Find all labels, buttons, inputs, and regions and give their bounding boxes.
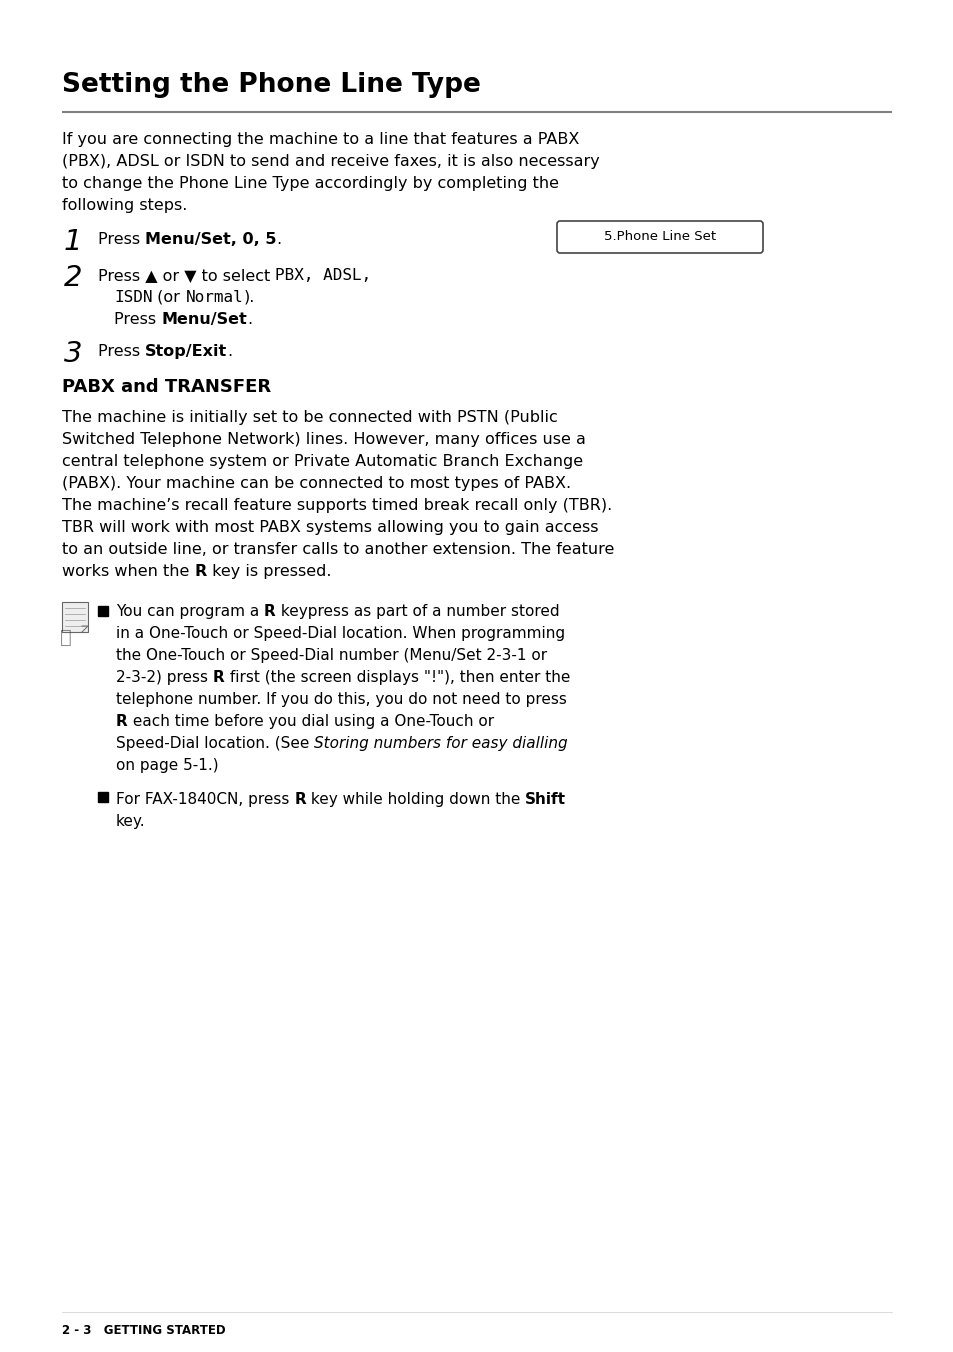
Text: to an outside line, or transfer calls to another extension. The feature: to an outside line, or transfer calls to…: [62, 542, 614, 557]
Text: The machine’s recall feature supports timed break recall only (TBR).: The machine’s recall feature supports ti…: [62, 498, 612, 512]
Text: 3: 3: [64, 339, 82, 368]
Text: .: .: [276, 233, 281, 247]
Bar: [98, 606, 108, 617]
Text: key.: key.: [116, 814, 146, 829]
Text: .: .: [227, 343, 233, 360]
Text: Storing numbers for easy dialling: Storing numbers for easy dialling: [314, 735, 567, 750]
Text: Press: Press: [98, 233, 145, 247]
Text: telephone number. If you do this, you do not need to press: telephone number. If you do this, you do…: [116, 692, 566, 707]
Text: each time before you dial using a One-Touch or: each time before you dial using a One-To…: [128, 714, 494, 729]
Text: 5.Phone Line Set: 5.Phone Line Set: [603, 230, 716, 243]
Text: Shift: Shift: [525, 792, 566, 807]
Text: 2: 2: [64, 264, 82, 292]
Text: on page 5-1.): on page 5-1.): [116, 758, 218, 773]
Text: the One-Touch or Speed-Dial number (Menu/Set 2-3-1 or: the One-Touch or Speed-Dial number (Menu…: [116, 648, 547, 662]
Text: Menu/Set: Menu/Set: [161, 312, 247, 327]
Text: PABX and TRANSFER: PABX and TRANSFER: [62, 379, 271, 396]
Text: following steps.: following steps.: [62, 197, 187, 214]
Text: The machine is initially set to be connected with PSTN (Public: The machine is initially set to be conne…: [62, 410, 558, 425]
Text: For FAX-1840CN, press: For FAX-1840CN, press: [116, 792, 294, 807]
Text: first (the screen displays "!"), then enter the: first (the screen displays "!"), then en…: [224, 671, 569, 685]
Text: in a One-Touch or Speed-Dial location. When programming: in a One-Touch or Speed-Dial location. W…: [116, 626, 564, 641]
Text: Press: Press: [113, 312, 161, 327]
Text: R: R: [116, 714, 128, 729]
Text: (PABX). Your machine can be connected to most types of PABX.: (PABX). Your machine can be connected to…: [62, 476, 571, 491]
Text: key is pressed.: key is pressed.: [207, 564, 331, 579]
Text: Setting the Phone Line Type: Setting the Phone Line Type: [62, 72, 480, 97]
Text: Normal: Normal: [185, 289, 243, 306]
FancyBboxPatch shape: [62, 602, 88, 631]
Text: Press ▲ or ▼ to select: Press ▲ or ▼ to select: [98, 268, 275, 283]
Text: Speed-Dial location. (See: Speed-Dial location. (See: [116, 735, 314, 750]
Text: 2-3-2) press: 2-3-2) press: [116, 671, 213, 685]
Text: Press: Press: [98, 343, 145, 360]
Text: (or: (or: [152, 289, 185, 306]
Text: R: R: [213, 671, 224, 685]
Text: PBX, ADSL,: PBX, ADSL,: [275, 268, 372, 283]
Text: ISDN: ISDN: [113, 289, 152, 306]
Text: 1: 1: [64, 228, 82, 256]
Text: ).: ).: [243, 289, 254, 306]
Text: .: .: [247, 312, 252, 327]
FancyBboxPatch shape: [557, 220, 762, 253]
Text: R: R: [294, 792, 306, 807]
Text: R: R: [194, 564, 207, 579]
Text: works when the: works when the: [62, 564, 194, 579]
Text: If you are connecting the machine to a line that features a PABX: If you are connecting the machine to a l…: [62, 132, 578, 147]
Text: (PBX), ADSL or ISDN to send and receive faxes, it is also necessary: (PBX), ADSL or ISDN to send and receive …: [62, 154, 599, 169]
Text: TBR will work with most PABX systems allowing you to gain access: TBR will work with most PABX systems all…: [62, 521, 598, 535]
Text: 📝: 📝: [60, 627, 71, 648]
Text: Switched Telephone Network) lines. However, many offices use a: Switched Telephone Network) lines. Howev…: [62, 433, 585, 448]
Text: 2 - 3   GETTING STARTED: 2 - 3 GETTING STARTED: [62, 1324, 226, 1337]
Text: keypress as part of a number stored: keypress as part of a number stored: [275, 604, 558, 619]
Text: key while holding down the: key while holding down the: [306, 792, 525, 807]
Text: Stop/Exit: Stop/Exit: [145, 343, 227, 360]
Text: Menu/Set, 0, 5: Menu/Set, 0, 5: [145, 233, 276, 247]
Text: to change the Phone Line Type accordingly by completing the: to change the Phone Line Type accordingl…: [62, 176, 558, 191]
Text: R: R: [264, 604, 275, 619]
Bar: [98, 792, 108, 802]
Text: You can program a: You can program a: [116, 604, 264, 619]
Text: central telephone system or Private Automatic Branch Exchange: central telephone system or Private Auto…: [62, 454, 582, 469]
